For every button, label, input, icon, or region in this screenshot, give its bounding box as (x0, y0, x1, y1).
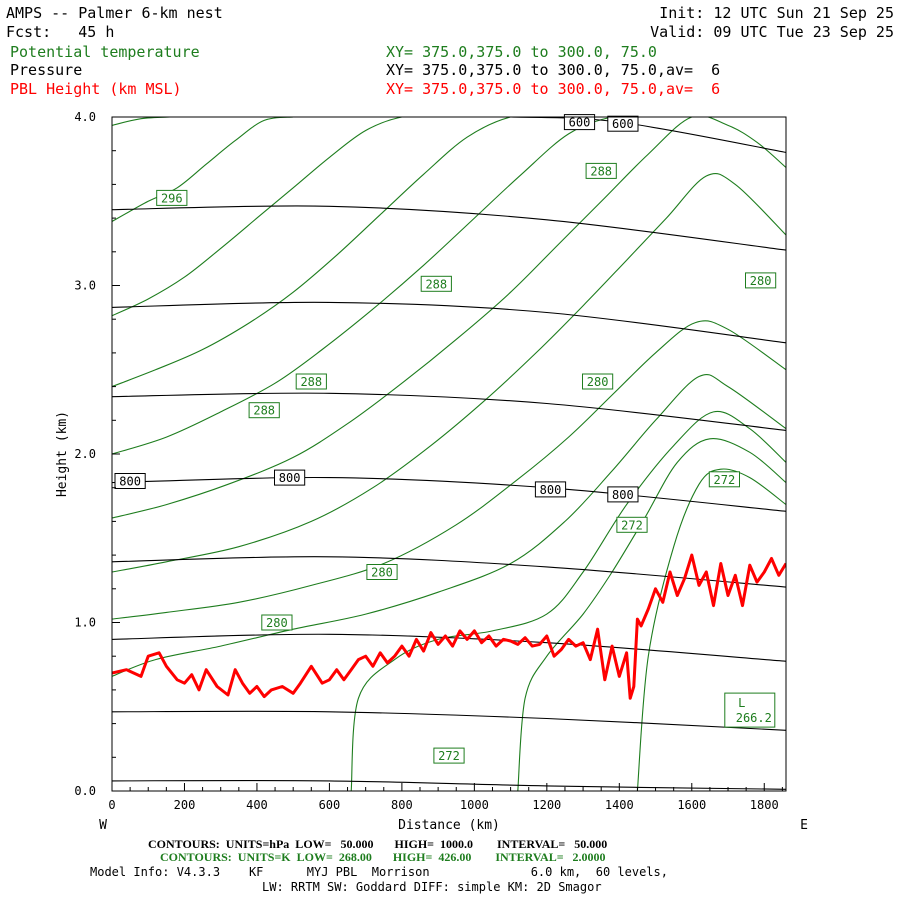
theta-contour-theta-11 (112, 117, 294, 222)
theta-label-9: 272 (714, 473, 736, 487)
x-tick-label-1800: 1800 (750, 798, 779, 812)
x-tick-label-1400: 1400 (605, 798, 634, 812)
field-pbl-xs: XY= 375.0,375.0 to 300.0, 75.0,av= 6 (386, 80, 721, 98)
field-theta-xs: XY= 375.0,375.0 to 300.0, 75.0 (386, 43, 657, 61)
pressure-contour-950-hPa (112, 710, 786, 731)
pressure-contour-800-hPa (112, 476, 786, 512)
theta-label-9-box (708, 471, 740, 488)
theta-contour-theta-3 (350, 410, 786, 791)
theta-contour-theta-6 (112, 173, 786, 573)
theta-label-2: 288 (590, 164, 612, 178)
pressure-label-3-box (607, 486, 639, 503)
y-tick-label-0: 0.0 (74, 784, 96, 798)
pressure-label-4: 600 (569, 116, 591, 130)
theta-label-4: 288 (253, 404, 275, 418)
theta-contour-theta-12 (112, 117, 199, 126)
theta-contour-theta-9 (112, 117, 547, 388)
pressure-label-5-box (607, 115, 639, 132)
pressure-label-2-box (534, 481, 567, 498)
pressure-contour-1000-hPa (112, 779, 786, 790)
pressure-label-1: 800 (279, 471, 301, 485)
theta-contour-theta-2 (517, 438, 786, 791)
theta-label-11: 272 (438, 749, 460, 763)
low-label-letter: L (738, 696, 745, 710)
x-tick-label-0: 0 (108, 798, 115, 812)
theta-label-0-box (156, 189, 188, 206)
y-tick-label-2: 2.0 (74, 447, 96, 461)
theta-label-11-box (433, 747, 465, 764)
init-time: Init: 12 UTC Sun 21 Sep 25 (659, 4, 894, 22)
x-tick-label-1600: 1600 (677, 798, 706, 812)
y-axis-label: Height (km) (55, 411, 70, 497)
theta-contour-theta-7 (112, 117, 786, 519)
theta-label-8-box (261, 614, 293, 631)
theta-label-5-box (745, 272, 777, 289)
theta-label-6-box (582, 373, 614, 390)
pressure-contour-700-hPa (112, 301, 786, 344)
theta-label-8: 280 (266, 616, 288, 630)
field-pressure-xs: XY= 375.0,375.0 to 300.0, 75.0,av= 6 (386, 61, 721, 79)
theta-label-6: 280 (587, 375, 609, 389)
theta-contour-theta-5 (112, 320, 786, 620)
theta-label-10: 272 (621, 518, 643, 532)
low-label-box (724, 692, 776, 728)
x-tick-label-1000: 1000 (460, 798, 489, 812)
theta-label-1: 288 (425, 277, 447, 291)
theta-label-0: 296 (161, 191, 183, 205)
pressure-label-3: 800 (612, 488, 634, 502)
plot-title: AMPS -- Palmer 6-km nest (6, 4, 223, 22)
pressure-contour-750-hPa (112, 392, 786, 431)
pressure-label-2: 800 (540, 483, 562, 497)
theta-label-2-box (585, 162, 617, 179)
theta-label-4-box (248, 402, 280, 419)
field-pressure-name: Pressure (10, 61, 83, 79)
pressure-label-0: 800 (119, 475, 141, 489)
theta-contour-theta-4 (112, 373, 786, 677)
pressure-contour-650-hPa (112, 205, 786, 251)
pressure-label-0-box (114, 473, 146, 489)
pbl-height-line (112, 553, 786, 700)
theta-label-10-box (616, 516, 648, 533)
field-theta-name: Potential temperature (10, 43, 200, 61)
theta-label-7-box (366, 564, 398, 580)
theta-label-3: 288 (300, 375, 322, 389)
theta-label-5: 280 (750, 274, 772, 288)
pressure-contour-850-hPa (112, 556, 786, 588)
x-tick-label-600: 600 (319, 798, 341, 812)
footer-theta-contours: CONTOURS: UNITS=K LOW= 268.00 HIGH= 426.… (160, 850, 606, 864)
y-tick-label-1: 1.0 (74, 616, 96, 630)
footer-model-info: Model Info: V4.3.3 KF MYJ PBL Morrison 6… (90, 865, 668, 879)
x-axis-label: Distance (km) (398, 818, 500, 833)
field-pbl-name: PBL Height (km MSL) (10, 80, 182, 98)
theta-label-3-box (295, 373, 327, 390)
pressure-label-5: 600 (612, 117, 634, 131)
x-tick-label-200: 200 (174, 798, 196, 812)
x-tick-label-400: 400 (246, 798, 268, 812)
footer-pressure-contours: CONTOURS: UNITS=hPa LOW= 50.000 HIGH= 10… (148, 837, 608, 851)
theta-label-7: 280 (371, 566, 393, 580)
x-tick-label-1200: 1200 (532, 798, 561, 812)
low-label-value: 266.2 (736, 711, 772, 725)
valid-time: Valid: 09 UTC Tue 23 Sep 25 (650, 23, 894, 41)
x-tick-label-800: 800 (391, 798, 413, 812)
theta-contour-theta-10 (112, 117, 431, 317)
pressure-label-1-box (274, 469, 306, 486)
pressure-label-4-box (563, 114, 596, 131)
y-tick-label-3: 3.0 (74, 279, 96, 293)
forecast-hour: Fcst: 45 h (6, 23, 115, 41)
east-end-label: E (800, 818, 808, 833)
west-end-label: W (99, 818, 107, 833)
footer-model-info2: LW: RRTM SW: Goddard DIFF: simple KM: 2D… (262, 880, 602, 894)
theta-label-1-box (420, 275, 452, 292)
theta-contour-theta-1 (636, 468, 786, 791)
y-tick-label-4: 4.0 (74, 110, 96, 124)
